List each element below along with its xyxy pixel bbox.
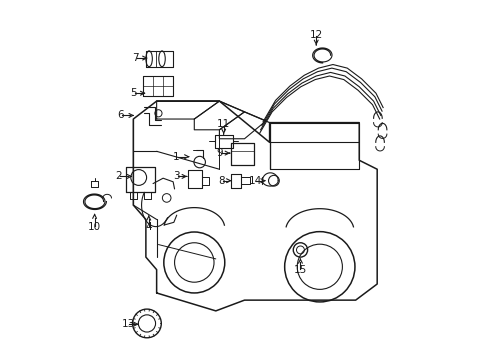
Text: 5: 5 xyxy=(130,88,136,98)
Text: 1: 1 xyxy=(173,152,179,162)
Text: 14: 14 xyxy=(248,176,262,186)
Text: 4: 4 xyxy=(145,222,152,232)
Text: 7: 7 xyxy=(132,53,138,63)
Text: 9: 9 xyxy=(216,148,222,158)
Text: 13: 13 xyxy=(121,319,134,329)
Text: 10: 10 xyxy=(88,222,101,232)
Text: 6: 6 xyxy=(117,111,124,121)
Text: 15: 15 xyxy=(293,265,306,275)
Text: 3: 3 xyxy=(173,171,179,181)
Text: 2: 2 xyxy=(115,171,122,181)
Text: 8: 8 xyxy=(218,176,224,186)
Text: 12: 12 xyxy=(309,30,322,40)
Text: 11: 11 xyxy=(217,120,230,129)
